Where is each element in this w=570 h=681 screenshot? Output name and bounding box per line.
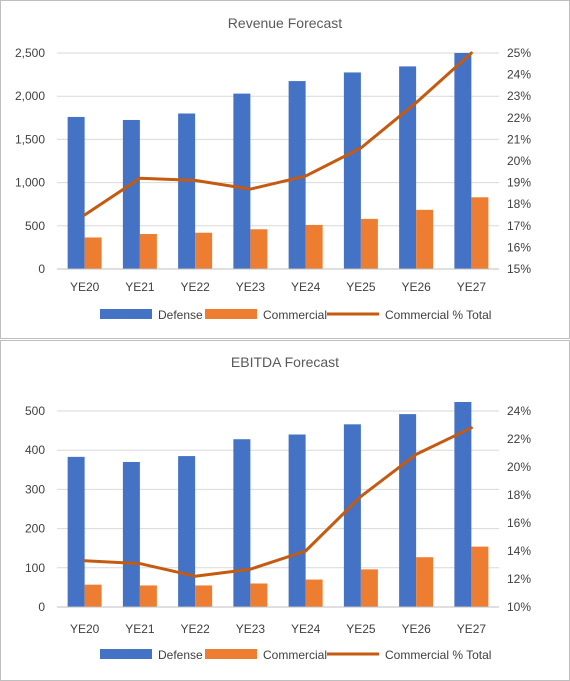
chart-title: Revenue Forecast [228, 15, 343, 31]
legend-label-commercial: Commercial [263, 308, 327, 322]
revenue-forecast-chart: Revenue Forecast 0 500 1,000 1,500 2,000 2,500… [0, 0, 570, 339]
right-axis-tick-label: 18% [507, 488, 531, 502]
commercial-bar-ye20 [84, 584, 102, 607]
category-label: YE27 [457, 280, 487, 294]
right-axis-tick-label: 24% [507, 68, 531, 82]
right-axis-tick-label: 25% [507, 46, 531, 60]
defense-bar-ye25 [343, 424, 361, 607]
left-axis-tick-label: 300 [25, 482, 45, 496]
left-axis-tick-label: 1,500 [15, 132, 45, 146]
ebitda-chart-svg: EBITDA Forecast 0 100 200 300 400 500 10% 12% 14%… [25, 354, 531, 662]
left-axis-tick-label: 500 [25, 404, 45, 418]
commercial-bar-ye22 [195, 232, 213, 269]
legend-label-defense: Defense [158, 308, 203, 322]
commercial-bar-ye23 [250, 229, 268, 269]
category-label: YE24 [291, 622, 321, 636]
right-axis-tick-label: 22% [507, 111, 531, 125]
category-label: YE21 [125, 622, 155, 636]
right-axis-tick-label: 17% [507, 219, 531, 233]
left-axis-tick-label: 2,500 [15, 46, 45, 60]
right-axis-tick-label: 16% [507, 516, 531, 530]
category-label: YE22 [180, 622, 210, 636]
right-axis-tick-label: 15% [507, 262, 531, 276]
defense-bar-ye24 [288, 81, 306, 269]
commercial-bar-ye27 [471, 546, 489, 607]
right-axis-tick-label: 16% [507, 240, 531, 254]
legend-swatch-defense [100, 309, 152, 319]
category-label: YE23 [236, 280, 266, 294]
commercial-bar-ye26 [416, 557, 434, 607]
commercial-bar-ye22 [195, 585, 213, 607]
category-label: YE24 [291, 280, 321, 294]
commercial-bar-ye25 [360, 218, 378, 269]
commercial-bar-ye21 [139, 234, 157, 269]
commercial-bar-ye25 [360, 569, 378, 607]
commercial-bar-ye20 [84, 237, 102, 269]
right-axis-tick-label: 10% [507, 600, 531, 614]
category-label: YE20 [70, 622, 100, 636]
category-label: YE22 [180, 280, 210, 294]
left-axis-tick-label: 1,000 [15, 176, 45, 190]
defense-bar-ye23 [233, 93, 251, 269]
defense-bar-ye25 [343, 72, 361, 269]
left-axis-tick-label: 200 [25, 522, 45, 536]
category-label: YE26 [401, 622, 431, 636]
commercial-bar-ye24 [305, 579, 323, 607]
defense-bar-ye26 [399, 66, 417, 269]
right-axis-tick-label: 24% [507, 404, 531, 418]
defense-bar-ye21 [122, 461, 140, 607]
defense-bar-ye24 [288, 434, 306, 607]
category-label: YE25 [346, 280, 376, 294]
defense-bar-ye22 [178, 113, 196, 269]
left-axis-tick-label: 100 [25, 561, 45, 575]
right-axis-tick-label: 18% [507, 197, 531, 211]
chart-title: EBITDA Forecast [231, 354, 339, 370]
left-axis-tick-label: 0 [38, 600, 45, 614]
left-axis-tick-label: 500 [25, 219, 45, 233]
legend-swatch-commercial [205, 309, 257, 319]
commercial-pct-total-line [83, 426, 473, 578]
defense-bar-ye27 [454, 53, 472, 269]
defense-bar-ye27 [454, 401, 472, 607]
right-axis-tick-label: 23% [507, 89, 531, 103]
defense-bar-ye26 [399, 414, 417, 607]
defense-bar-ye22 [178, 456, 196, 607]
left-axis-tick-label: 400 [25, 443, 45, 457]
ebitda-forecast-chart: EBITDA Forecast 0 100 200 300 400 500 10% 12% 14%… [0, 340, 570, 681]
legend-label-defense: Defense [158, 648, 203, 662]
category-label: YE20 [70, 280, 100, 294]
category-label: YE21 [125, 280, 155, 294]
commercial-bar-ye24 [305, 224, 323, 269]
legend-swatch-commercial [205, 649, 257, 659]
defense-bar-ye23 [233, 439, 251, 607]
commercial-bar-ye26 [416, 209, 434, 269]
right-axis-tick-label: 19% [507, 176, 531, 190]
commercial-pct-total-line [83, 51, 473, 217]
legend-label-commercial: Commercial [263, 648, 327, 662]
legend-swatch-defense [100, 649, 152, 659]
commercial-bar-ye23 [250, 583, 268, 607]
defense-bar-ye21 [122, 119, 140, 270]
category-label: YE27 [457, 622, 487, 636]
revenue-chart-svg: Revenue Forecast 0 500 1,000 1,500 2,000 2,500… [15, 15, 531, 322]
right-axis-tick-label: 20% [507, 154, 531, 168]
left-axis-tick-label: 0 [38, 262, 45, 276]
defense-bar-ye20 [67, 116, 85, 269]
right-axis-tick-label: 20% [507, 460, 531, 474]
defense-bar-ye20 [67, 456, 85, 607]
category-label: YE23 [236, 622, 266, 636]
legend-label-commercial-pct-total: Commercial % Total [385, 308, 491, 322]
commercial-bar-ye21 [139, 585, 157, 607]
left-axis-tick-label: 2,000 [15, 89, 45, 103]
right-axis-tick-label: 12% [507, 572, 531, 586]
category-label: YE26 [401, 280, 431, 294]
right-axis-tick-label: 21% [507, 132, 531, 146]
legend-label-commercial-pct-total: Commercial % Total [385, 648, 491, 662]
category-label: YE25 [346, 622, 376, 636]
right-axis-tick-label: 22% [507, 432, 531, 446]
right-axis-tick-label: 14% [507, 544, 531, 558]
commercial-bar-ye27 [471, 197, 489, 269]
